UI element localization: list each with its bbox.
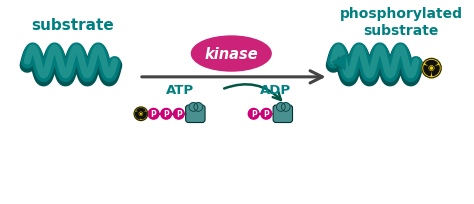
Text: ADP: ADP	[259, 84, 291, 96]
Text: P: P	[264, 110, 269, 119]
Circle shape	[189, 103, 198, 112]
FancyBboxPatch shape	[186, 105, 205, 123]
Circle shape	[248, 109, 259, 120]
Circle shape	[134, 108, 148, 121]
Circle shape	[422, 59, 441, 78]
Circle shape	[429, 67, 434, 71]
Text: phosphorylated
substrate: phosphorylated substrate	[340, 7, 463, 38]
Wedge shape	[136, 112, 140, 119]
Ellipse shape	[191, 37, 271, 72]
Circle shape	[276, 103, 285, 112]
Circle shape	[161, 109, 172, 120]
Polygon shape	[331, 55, 345, 71]
Wedge shape	[137, 109, 145, 113]
Wedge shape	[426, 61, 438, 67]
Text: ATP: ATP	[166, 84, 194, 96]
Text: P: P	[251, 110, 256, 119]
Wedge shape	[141, 112, 146, 119]
Polygon shape	[333, 56, 345, 70]
Wedge shape	[432, 66, 439, 76]
Circle shape	[148, 109, 159, 120]
Text: P: P	[151, 110, 156, 119]
Wedge shape	[424, 66, 431, 76]
Circle shape	[194, 103, 202, 112]
Text: P: P	[164, 110, 169, 119]
Text: kinase: kinase	[204, 47, 258, 62]
Text: substrate: substrate	[31, 18, 114, 33]
Circle shape	[139, 113, 142, 116]
Circle shape	[173, 109, 184, 120]
Circle shape	[282, 103, 290, 112]
Text: P: P	[176, 110, 182, 119]
FancyBboxPatch shape	[273, 105, 292, 123]
Circle shape	[261, 109, 272, 120]
